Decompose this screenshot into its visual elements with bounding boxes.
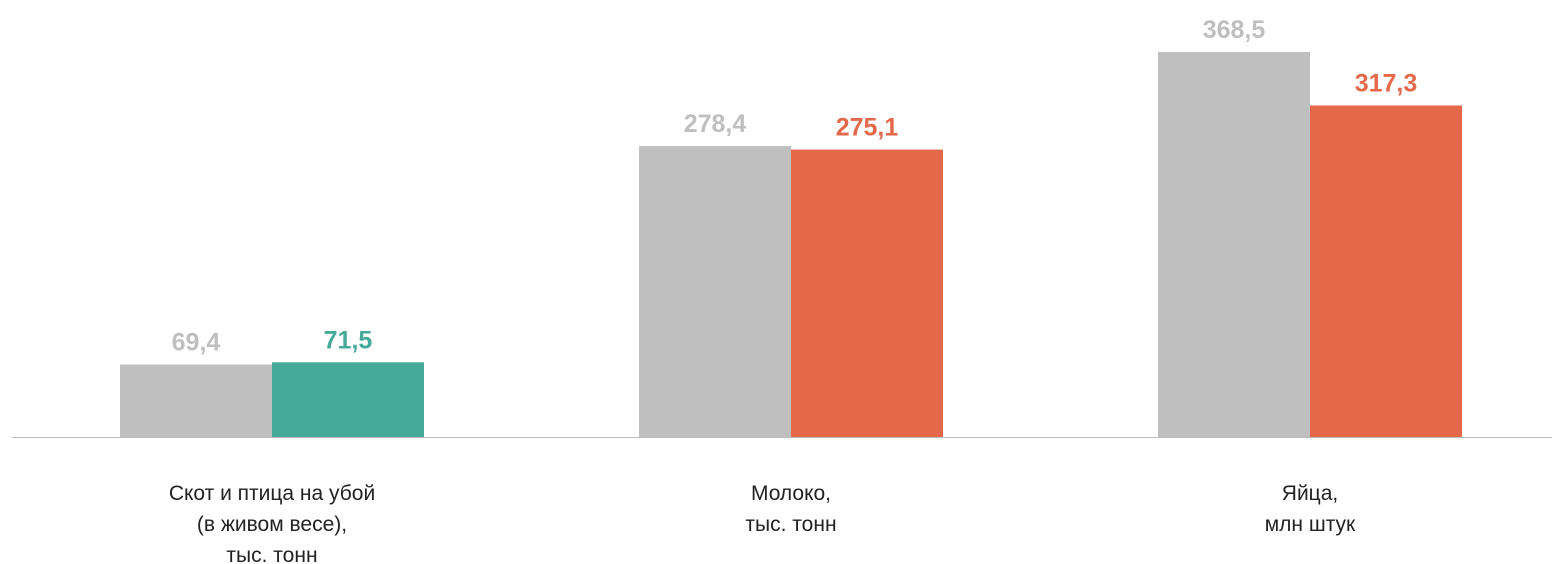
value-label: 275,1 [836,114,899,142]
value-label: 368,5 [1203,16,1266,44]
bar [639,146,791,437]
value-label: 69,4 [172,328,221,356]
bar [120,364,272,437]
bar [272,362,424,437]
value-label: 317,3 [1355,69,1418,97]
value-label: 278,4 [684,110,747,138]
bar [791,149,943,438]
x-tick-label: Яйца, млн штук [1264,482,1356,536]
x-tick-label: Скот и птица на убой (в живом весе), тыс… [168,482,376,564]
value-label: 71,5 [324,326,373,354]
bar [1310,105,1462,438]
x-tick-label: Молоко, тыс. тонн [745,482,837,536]
bar [1158,51,1310,437]
